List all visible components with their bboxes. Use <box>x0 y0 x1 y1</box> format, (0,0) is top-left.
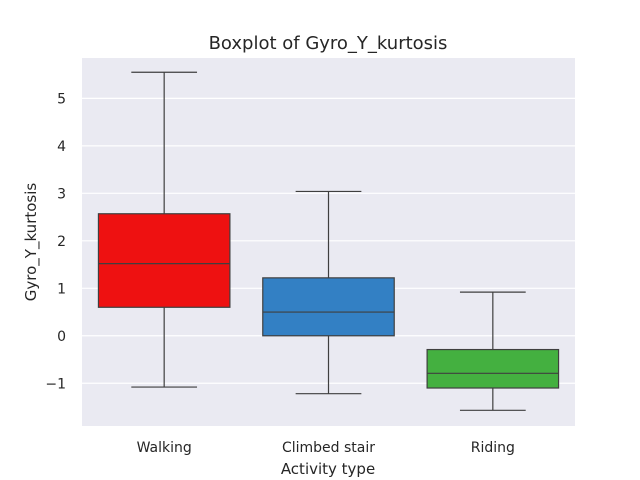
y-tick-label: −1 <box>45 376 66 392</box>
y-tick-label: 0 <box>57 329 66 345</box>
y-tick-label: 5 <box>57 91 66 107</box>
x-tick-labels: Walking Climbed stair Riding <box>137 440 515 456</box>
boxes <box>97 71 560 411</box>
y-axis-label: Gyro_Y_kurtosis <box>22 183 41 302</box>
box-walking <box>97 71 231 388</box>
y-tick-label: 3 <box>57 186 66 202</box>
y-tick-label: 4 <box>57 139 66 155</box>
x-tick-label: Climbed stair <box>282 440 375 456</box>
iqr-box <box>426 348 560 389</box>
box-climbed-stair <box>262 190 395 395</box>
x-tick-label: Riding <box>471 440 515 456</box>
y-tick-label: 1 <box>57 281 66 297</box>
y-tick-labels: −1 0 1 2 3 4 5 <box>45 91 66 392</box>
iqr-box <box>262 277 395 337</box>
x-tick-label: Walking <box>137 440 192 456</box>
y-tick-label: 2 <box>57 234 66 250</box>
box-riding <box>426 291 560 411</box>
chart-title: Boxplot of Gyro_Y_kurtosis <box>209 33 448 54</box>
x-axis-label: Activity type <box>281 460 375 478</box>
iqr-box <box>97 213 231 308</box>
